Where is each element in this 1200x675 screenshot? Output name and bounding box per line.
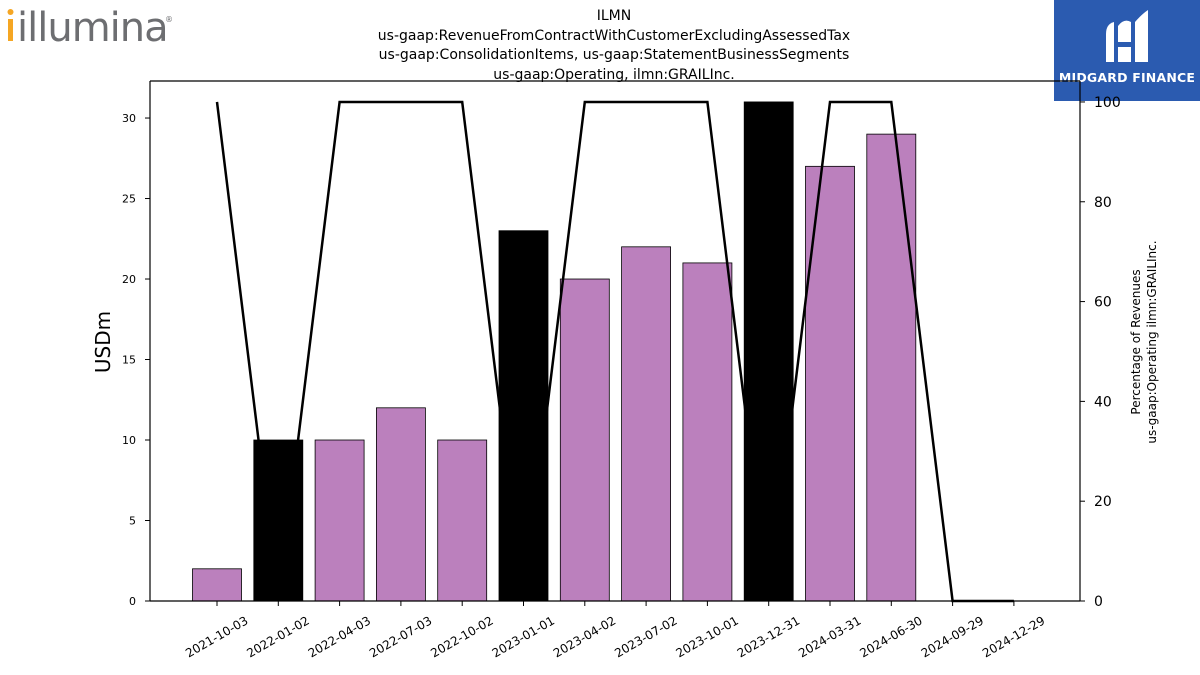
bar [682, 262, 733, 602]
x-tick-label: 2021-10-03 [183, 613, 250, 660]
bar [437, 439, 488, 602]
x-tick-label: 2022-04-03 [306, 613, 373, 660]
bar [621, 246, 671, 602]
chart-title-line: us-gaap:ConsolidationItems, us-gaap:Stat… [378, 47, 850, 63]
y2-tick-label: 60 [1094, 295, 1112, 311]
midgard-mark-icon [1106, 10, 1148, 63]
bar [192, 568, 242, 602]
y2-axis-label: us-gaap:Operating ilmn:GRAILInc. [1145, 240, 1159, 443]
y2-axis-label: Percentage of Revenues [1129, 269, 1143, 414]
y-tick-label: 5 [129, 515, 136, 528]
x-tick-label: 2023-07-02 [612, 613, 679, 660]
y-tick-label: 20 [122, 273, 136, 286]
x-tick-label: 2022-01-02 [244, 613, 311, 660]
y-tick-label: 30 [122, 112, 136, 125]
line-layer [215, 100, 1014, 603]
x-tick-label: 2024-06-30 [857, 613, 924, 660]
bar [866, 133, 917, 602]
percentage-line [215, 100, 1014, 603]
midgard-finance-logo: MIDGARD FINANCE [1054, 0, 1200, 101]
svg-text:®: ® [165, 15, 173, 24]
chart-title: ILMN us-gaap:RevenueFromContractWithCust… [364, 7, 864, 85]
y-tick-label: 10 [122, 434, 136, 447]
bar [743, 101, 794, 602]
x-tick-label: 2023-10-01 [673, 613, 740, 660]
y-tick-label: 25 [122, 193, 136, 206]
y2-tick-label: 0 [1094, 594, 1103, 610]
svg-text:illumina: illumina [17, 5, 168, 46]
y2-tick-label: 20 [1094, 494, 1112, 510]
x-tick-label: 2023-04-02 [551, 613, 618, 660]
bar [559, 278, 610, 602]
y2-tick-label: 100 [1094, 95, 1121, 111]
illumina-logo: illumina ® [7, 5, 173, 46]
chart-title-line: us-gaap:Operating, ilmn:GRAILInc. [493, 66, 735, 83]
x-tick-label: 2023-01-01 [490, 613, 557, 660]
y2-tick-label: 80 [1094, 195, 1112, 211]
x-tick-label: 2024-09-29 [919, 613, 986, 660]
chart-title-line: ILMN [596, 8, 632, 24]
chart-title-line: us-gaap:RevenueFromContractWithCustomerE… [377, 27, 851, 44]
y-tick-label: 15 [122, 354, 136, 367]
bar [375, 407, 426, 602]
bar [314, 439, 365, 602]
x-tick-label: 2023-12-31 [735, 613, 802, 660]
x-tick-label: 2024-12-29 [980, 613, 1047, 660]
x-tick-label: 2022-10-02 [428, 613, 495, 660]
y-axis-label: USDm [91, 311, 115, 373]
bar [498, 230, 549, 602]
x-tick-label: 2024-03-31 [796, 613, 863, 660]
y2-tick-label: 40 [1094, 394, 1112, 410]
x-tick-label: 2022-07-03 [367, 613, 434, 660]
y-tick-label: 0 [129, 595, 136, 608]
bars-layer [192, 101, 917, 602]
midgard-finance-label: MIDGARD FINANCE [1058, 70, 1196, 85]
